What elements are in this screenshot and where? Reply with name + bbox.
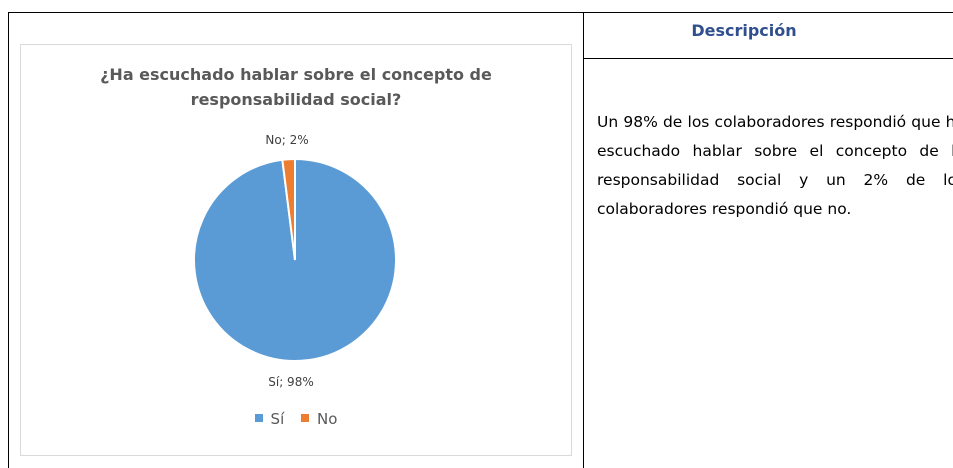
- description-header-divider: [583, 58, 953, 59]
- description-text-container: Un 98% de los colaboradores respondió qu…: [597, 108, 953, 224]
- legend-item-si: Sí: [254, 410, 285, 428]
- pie-slice-no: [281, 157, 296, 261]
- chart-title-line-2: responsabilidad social?: [190, 90, 402, 109]
- chart-title: ¿Ha escuchado hablar sobre el concepto d…: [22, 62, 570, 112]
- data-label-no: No; 2%: [265, 133, 308, 147]
- legend-item-no: No: [301, 410, 337, 428]
- table-column-divider: [583, 12, 584, 468]
- report-table: [8, 12, 953, 468]
- legend-swatch-no: [301, 413, 310, 422]
- chart-title-line-1: ¿Ha escuchado hablar sobre el concepto d…: [100, 65, 492, 84]
- legend-label-si: Sí: [270, 410, 285, 428]
- table-border-left: [8, 12, 9, 468]
- description-header: Descripción: [691, 21, 797, 40]
- legend-label-no: No: [317, 410, 338, 428]
- legend-swatch-si: [254, 413, 263, 422]
- description-text: Un 98% de los colaboradores respondió qu…: [597, 113, 953, 218]
- chart-legend: Sí No: [20, 410, 572, 428]
- pie-chart: Sí; 98% No; 2%: [193, 133, 397, 389]
- data-label-si: Sí; 98%: [268, 375, 313, 389]
